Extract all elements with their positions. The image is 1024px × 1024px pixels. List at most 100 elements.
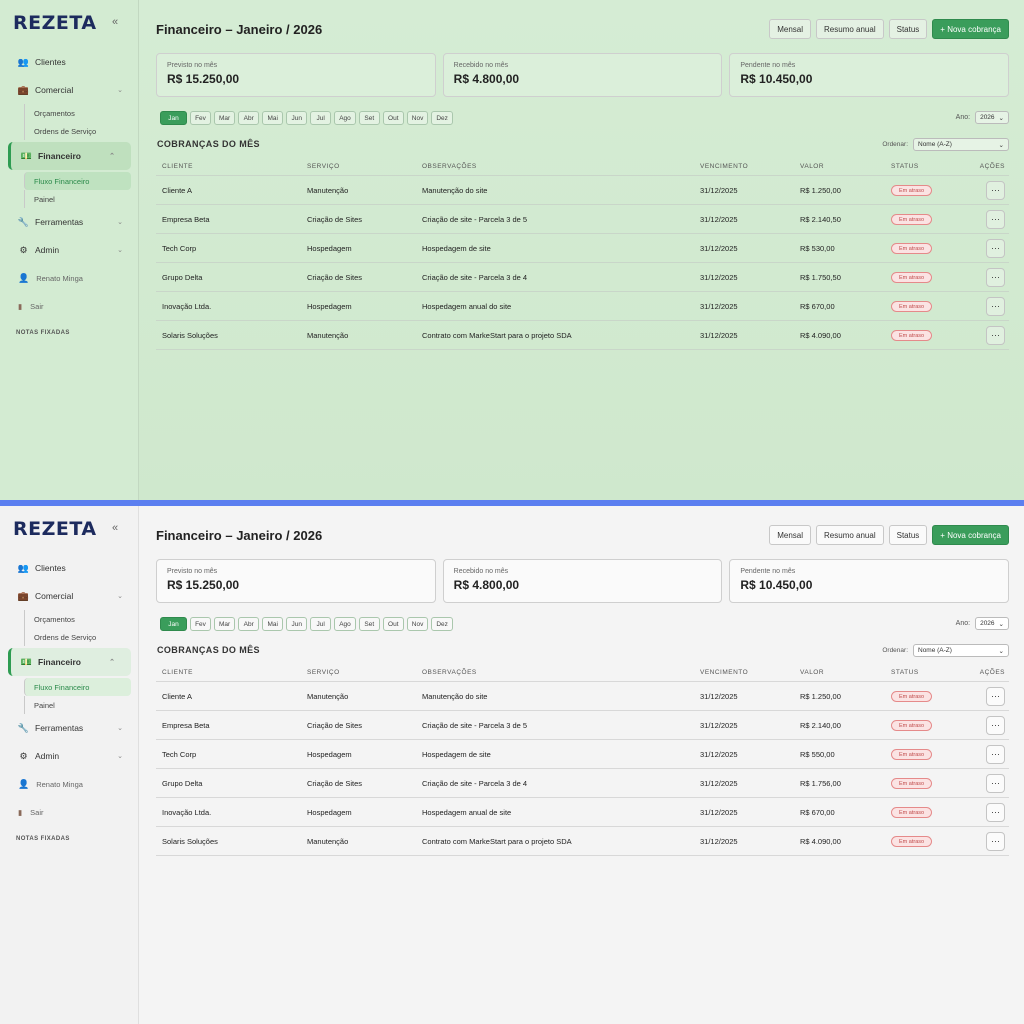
status-badge: Em atraso (891, 329, 933, 341)
sidebar-item-comercial[interactable]: 💼 Comercial ⌄ (0, 76, 139, 104)
sidebar-user[interactable]: 👤 Renato Minga (0, 770, 139, 798)
card-label: Pendente no mês (740, 62, 796, 69)
sidebar-item-label: Admin (35, 751, 60, 761)
month-tab-set[interactable]: Set (358, 111, 380, 125)
month-tab-ago[interactable]: Ago (334, 111, 356, 125)
sidebar-subitem-painel[interactable]: Painel (24, 190, 139, 208)
month-selector: Jan Fev Mar Abr Mai Jun Jul Ago Set Out Nov Dez (160, 617, 453, 631)
more-options-icon[interactable]: ⋯ (986, 802, 1005, 822)
month-tab-out[interactable]: Out (382, 111, 404, 125)
brand-logo[interactable]: REZETA (13, 518, 97, 540)
year-select[interactable]: 2026 ⌄ (975, 111, 1009, 124)
status-button[interactable]: Status (888, 525, 928, 545)
sidebar-item-clientes[interactable]: 👥 Clientes (0, 554, 139, 582)
card-label: Recebido no mês (453, 568, 509, 575)
sidebar-user[interactable]: 👤 Renato Minga (0, 264, 139, 292)
cell-status: Em atraso (891, 242, 966, 254)
cell-servico: Criação de Sites (307, 720, 363, 730)
month-tab-jun[interactable]: Jun (286, 111, 308, 125)
month-tab-abr[interactable]: Abr (238, 111, 260, 125)
pinned-notes-heading: NOTAS FIXADAS (16, 836, 70, 842)
month-tab-jul[interactable]: Jul (310, 111, 332, 125)
more-options-icon[interactable]: ⋯ (986, 773, 1005, 793)
new-charge-button[interactable]: + Nova cobrança (932, 525, 1009, 545)
month-tab-fev[interactable]: Fev (190, 617, 211, 631)
month-tab-ago[interactable]: Ago (334, 617, 356, 631)
annual-summary-button[interactable]: Resumo anual (816, 19, 884, 39)
month-tab-fev[interactable]: Fev (190, 111, 211, 125)
monthly-view-button[interactable]: Mensal (769, 19, 812, 39)
more-options-icon[interactable]: ⋯ (986, 267, 1005, 287)
month-tab-mai[interactable]: Mai (262, 617, 284, 631)
more-options-icon[interactable]: ⋯ (986, 238, 1005, 258)
month-tab-jan[interactable]: Jan (160, 111, 187, 125)
main-content: Financeiro – Janeiro / 2026 Mensal Resumo… (139, 0, 1024, 500)
card-value: R$ 10.450,00 (740, 578, 813, 592)
cell-venc: 31/12/2025 (700, 214, 738, 224)
month-tab-nov[interactable]: Nov (406, 617, 429, 631)
month-tab-set[interactable]: Set (358, 617, 380, 631)
month-tab-jul[interactable]: Jul (310, 617, 332, 631)
collapse-sidebar-icon[interactable]: « (112, 522, 119, 534)
annual-summary-button[interactable]: Resumo anual (816, 525, 884, 545)
sidebar-subitem-painel[interactable]: Painel (24, 696, 139, 714)
sidebar-subitem-orcamentos[interactable]: Orçamentos (24, 104, 139, 122)
month-tab-abr[interactable]: Abr (238, 617, 260, 631)
more-options-icon[interactable]: ⋯ (986, 744, 1005, 764)
cell-servico: Manutenção (307, 691, 349, 701)
sidebar-subitem-fluxo-financeiro[interactable]: Fluxo Financeiro (24, 678, 131, 696)
sidebar-subitem-ordens-de-servico[interactable]: Ordens de Serviço (24, 628, 139, 646)
pinned-notes-heading: NOTAS FIXADAS (16, 330, 70, 336)
sidebar-item-ferramentas[interactable]: 🔧 Ferramentas ⌄ (0, 208, 139, 236)
monthly-view-button[interactable]: Mensal (769, 525, 812, 545)
sidebar-subitem-orcamentos[interactable]: Orçamentos (24, 610, 139, 628)
column-header: OBSERVAÇÕES (422, 163, 477, 170)
logout-button[interactable]: ▮ Sair (0, 292, 139, 320)
card-pending: Pendente no mês R$ 10.450,00 (729, 559, 1010, 603)
status-badge: Em atraso (891, 777, 933, 789)
sidebar-item-comercial[interactable]: 💼 Comercial ⌄ (0, 582, 139, 610)
month-tab-dez[interactable]: Dez (431, 111, 453, 125)
sidebar-item-admin[interactable]: ⚙ Admin ⌄ (0, 236, 139, 264)
month-tab-nov[interactable]: Nov (406, 111, 429, 125)
sidebar-item-financeiro[interactable]: 💵 Financeiro ⌃ (8, 648, 131, 676)
month-tab-mar[interactable]: Mar (214, 111, 236, 125)
more-options-icon[interactable]: ⋯ (986, 715, 1005, 735)
sidebar-item-clientes[interactable]: 👥 Clientes (0, 48, 139, 76)
more-options-icon[interactable]: ⋯ (986, 296, 1005, 316)
sort-select[interactable]: Nome (A-Z) ⌄ (913, 138, 1009, 151)
status-button[interactable]: Status (888, 19, 928, 39)
month-tab-jun[interactable]: Jun (286, 617, 308, 631)
cell-status: Em atraso (891, 184, 966, 196)
year-select[interactable]: 2026 ⌄ (975, 617, 1009, 630)
more-options-icon[interactable]: ⋯ (986, 209, 1005, 229)
sidebar-item-admin[interactable]: ⚙ Admin ⌄ (0, 742, 139, 770)
month-tab-mai[interactable]: Mai (262, 111, 284, 125)
sidebar-item-financeiro[interactable]: 💵 Financeiro ⌃ (8, 142, 131, 170)
year-value: 2026 (980, 620, 995, 627)
sort-select[interactable]: Nome (A-Z) ⌄ (913, 644, 1009, 657)
sidebar-item-ferramentas[interactable]: 🔧 Ferramentas ⌄ (0, 714, 139, 742)
more-options-icon[interactable]: ⋯ (986, 831, 1005, 851)
collapse-sidebar-icon[interactable]: « (112, 16, 119, 28)
brand-logo[interactable]: REZETA (13, 12, 97, 34)
status-badge: Em atraso (891, 213, 933, 225)
more-options-icon[interactable]: ⋯ (986, 180, 1005, 200)
month-tab-out[interactable]: Out (382, 617, 404, 631)
more-options-icon[interactable]: ⋯ (986, 325, 1005, 345)
cell-obs: Hospedagem de site (422, 243, 491, 253)
sidebar-subitem-fluxo-financeiro[interactable]: Fluxo Financeiro (24, 172, 131, 190)
cell-servico: Criação de Sites (307, 778, 363, 788)
month-tab-mar[interactable]: Mar (214, 617, 236, 631)
cell-cliente: Solaris Soluções (162, 836, 218, 846)
logout-button[interactable]: ▮ Sair (0, 798, 139, 826)
month-tab-dez[interactable]: Dez (431, 617, 453, 631)
sidebar-subitem-ordens-de-servico[interactable]: Ordens de Serviço (24, 122, 139, 140)
chevron-down-icon: ⌄ (998, 114, 1004, 122)
column-header: STATUS (891, 669, 919, 676)
new-charge-button[interactable]: + Nova cobrança (932, 19, 1009, 39)
gear-icon: ⚙ (19, 750, 28, 761)
more-options-icon[interactable]: ⋯ (986, 686, 1005, 706)
cell-actions: ⋯ (966, 773, 1009, 793)
month-tab-jan[interactable]: Jan (160, 617, 187, 631)
